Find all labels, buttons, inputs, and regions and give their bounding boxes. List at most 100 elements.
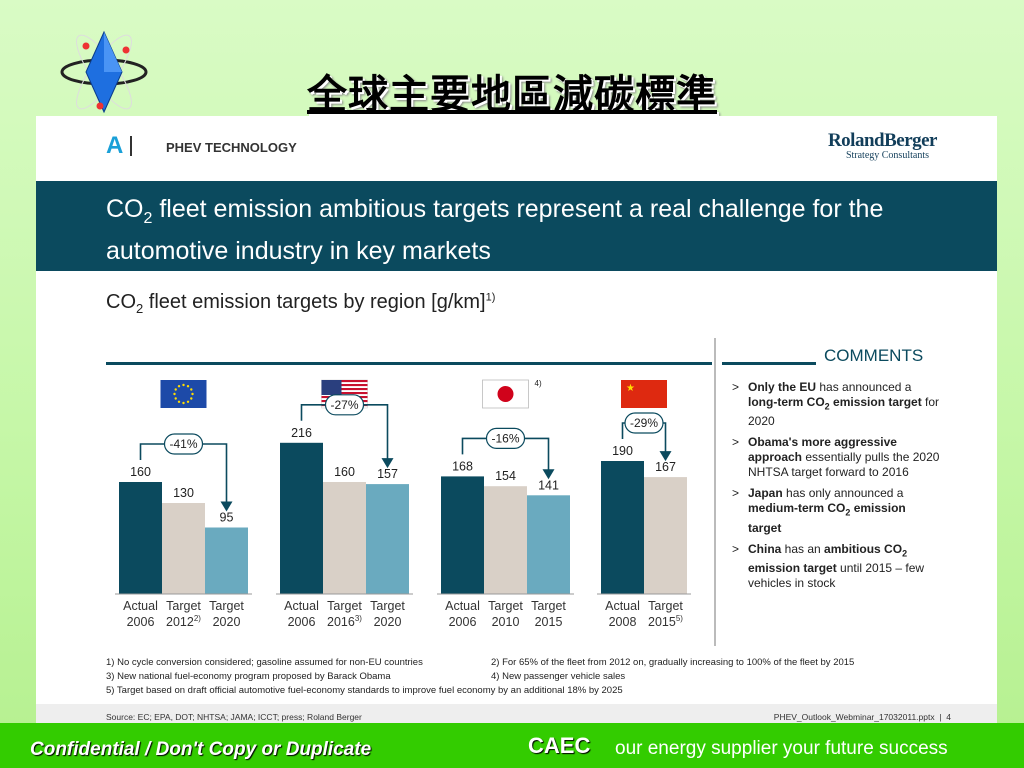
vertical-divider bbox=[714, 338, 716, 646]
bar-japan-2015 bbox=[527, 495, 570, 594]
data-label: 130 bbox=[173, 486, 194, 500]
bar-us-2020 bbox=[366, 484, 409, 594]
eu-star bbox=[174, 388, 177, 391]
us-flag-stripe bbox=[321, 392, 368, 395]
emission-chart: 160Actual2006130Target20122)95Target2020… bbox=[115, 379, 691, 629]
tick-label-year: 20155) bbox=[648, 614, 683, 629]
tick-label-year: 2015 bbox=[535, 615, 563, 629]
footnote-3: 3) New national fuel-economy program pro… bbox=[106, 671, 391, 682]
us-flag-stripe bbox=[321, 380, 368, 383]
caec-atom-logo-icon bbox=[60, 30, 148, 114]
change-badge bbox=[324, 394, 365, 416]
data-label: 157 bbox=[377, 467, 398, 481]
change-label: -41% bbox=[169, 437, 197, 451]
bar-eu-2020 bbox=[205, 527, 248, 594]
change-badge bbox=[485, 427, 526, 450]
change-label: -27% bbox=[330, 398, 358, 412]
tick-label-type: Target bbox=[488, 599, 523, 613]
change-badge bbox=[163, 433, 204, 455]
headline: CO2 fleet emission ambitious targets rep… bbox=[106, 195, 884, 265]
bar-japan-2010 bbox=[484, 486, 527, 594]
tick-label-type: Actual bbox=[445, 599, 480, 613]
eu-star bbox=[174, 397, 177, 400]
data-label: 216 bbox=[291, 426, 312, 440]
flag-note: 4) bbox=[535, 379, 542, 388]
footer-slogan: our energy supplier your future success bbox=[615, 738, 948, 759]
change-label: -29% bbox=[630, 416, 658, 430]
tick-label-type: Target bbox=[209, 599, 244, 613]
eu-star bbox=[182, 383, 185, 387]
eu-star bbox=[190, 397, 193, 400]
tick-label-type: Actual bbox=[123, 599, 158, 613]
tick-label-year: 20163) bbox=[327, 614, 362, 629]
bar-eu-2006 bbox=[119, 482, 162, 594]
change-arrow-icon bbox=[220, 501, 233, 512]
bar-us-2006 bbox=[280, 442, 323, 594]
bar-china-2008 bbox=[601, 461, 644, 594]
footer-bar bbox=[0, 723, 1024, 768]
comment-item: Japan has only announced a medium-term C… bbox=[732, 486, 942, 535]
comment-item: China has an ambitious CO2 emission targ… bbox=[732, 542, 942, 591]
footnote-1: 1) No cycle conversion considered; gasol… bbox=[106, 657, 423, 668]
data-label: 160 bbox=[130, 465, 151, 479]
tick-label-year: 2006 bbox=[127, 615, 155, 629]
footnote-4: 4) New passenger vehicle sales bbox=[491, 671, 626, 682]
headline-band: CO2 fleet emission ambitious targets rep… bbox=[36, 181, 997, 271]
confidential-notice: Confidential / Don't Copy or Duplicate bbox=[30, 739, 372, 760]
data-label: 190 bbox=[612, 444, 633, 458]
comments-rule bbox=[722, 362, 816, 365]
chart-top-rule bbox=[106, 362, 712, 365]
change-arrow-icon bbox=[659, 451, 672, 462]
change-arrow-icon bbox=[381, 458, 394, 469]
comment-item: Obama's more aggressive approach essenti… bbox=[732, 435, 942, 480]
tick-label-year: 2008 bbox=[609, 615, 637, 629]
eu-star bbox=[191, 392, 194, 396]
comment-item: Only the EU has announced a long-term CO… bbox=[732, 380, 942, 429]
tick-label-type: Actual bbox=[605, 599, 640, 613]
tick-label-year: 2020 bbox=[213, 615, 241, 629]
slide-panel: A PHEV TECHNOLOGY RolandBerger Strategy … bbox=[36, 116, 997, 723]
eu-star bbox=[182, 401, 185, 405]
china-flag-star: ★ bbox=[626, 383, 635, 394]
japan-flag-sun bbox=[497, 386, 514, 402]
tick-label-type: Target bbox=[648, 599, 683, 613]
page-title: 全球主要地區減碳標準 bbox=[307, 72, 717, 118]
us-flag-canton bbox=[321, 380, 342, 395]
eu-star bbox=[177, 385, 181, 388]
tick-label-type: Target bbox=[531, 599, 566, 613]
section-divider bbox=[130, 136, 132, 156]
eu-star bbox=[173, 392, 176, 396]
eu-star bbox=[177, 400, 181, 403]
change-arrow-icon bbox=[542, 469, 555, 480]
us-flag-stripe bbox=[321, 384, 368, 387]
tick-label-year: 2010 bbox=[492, 615, 520, 629]
tick-label-year: 20122) bbox=[166, 614, 201, 629]
bar-us-2016 bbox=[323, 482, 366, 594]
tick-label-type: Target bbox=[327, 599, 362, 613]
chart-subtitle: CO2 fleet emission targets by region [g/… bbox=[106, 291, 496, 316]
footnote-5: 5) Target based on draft official automo… bbox=[106, 685, 623, 696]
data-label: 167 bbox=[655, 460, 676, 474]
tick-label-type: Target bbox=[166, 599, 201, 613]
data-label: 160 bbox=[334, 465, 355, 479]
comments-title: COMMENTS bbox=[824, 346, 924, 365]
file-reference: PHEV_Outlook_Webminar_17032011.pptx | 4 bbox=[773, 712, 951, 722]
footer-brand: CAEC bbox=[528, 733, 591, 758]
change-label: -16% bbox=[491, 431, 519, 445]
tick-label-year: 2006 bbox=[449, 615, 477, 629]
source-bar bbox=[36, 704, 997, 723]
footnote-2: 2) For 65% of the fleet from 2012 on, gr… bbox=[491, 657, 855, 668]
data-label: 95 bbox=[220, 511, 234, 525]
section-name: PHEV TECHNOLOGY bbox=[166, 140, 297, 155]
roland-berger-tagline: Strategy Consultants bbox=[845, 150, 929, 161]
section-letter: A bbox=[106, 132, 124, 159]
china-flag-icon bbox=[621, 380, 667, 408]
eu-star bbox=[190, 388, 193, 391]
source-note: Source: EC; EPA, DOT; NHTSA; JAMA; ICCT;… bbox=[106, 712, 362, 722]
bar-japan-2006 bbox=[441, 476, 484, 594]
us-flag-stripe bbox=[321, 388, 368, 391]
eu-star bbox=[186, 400, 190, 403]
data-label: 168 bbox=[452, 459, 473, 473]
data-label: 141 bbox=[538, 478, 559, 492]
tick-label-type: Actual bbox=[284, 599, 319, 613]
